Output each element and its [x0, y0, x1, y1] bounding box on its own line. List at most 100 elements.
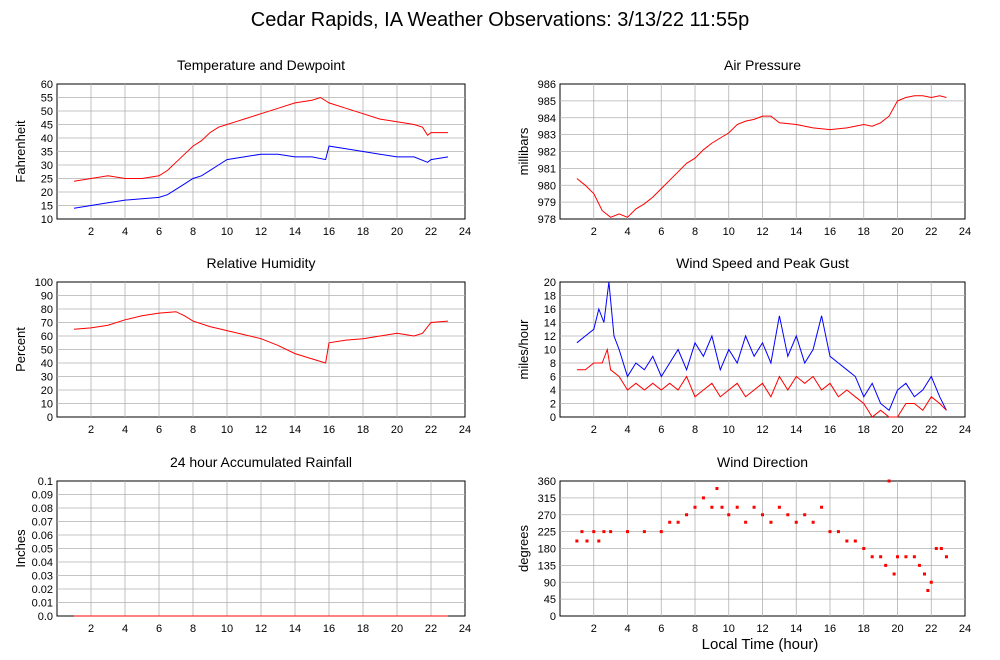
x-tick-label: 10 — [221, 226, 233, 238]
x-tick-label: 16 — [824, 424, 836, 436]
x-tick-label: 16 — [323, 424, 335, 436]
x-tick-label: 20 — [891, 226, 903, 238]
y-axis-label: Fahrenheit — [13, 120, 28, 183]
x-tick-label: 18 — [858, 424, 870, 436]
y-tick-label: 10 — [41, 214, 53, 226]
x-tick-label: 2 — [88, 623, 94, 635]
scatter-point — [735, 505, 739, 509]
y-tick-label: 10 — [41, 399, 53, 411]
x-tick-label: 24 — [959, 424, 971, 436]
scatter-point — [887, 479, 891, 483]
scatter-point — [710, 505, 714, 509]
scatter-point — [803, 513, 807, 517]
x-tick-label: 2 — [591, 424, 597, 436]
chart-wdir: 2 4 6 8 10 12 14 16 18 20 22 2404590135180225270315… — [516, 454, 971, 635]
y-tick-label: 0.0 — [38, 611, 53, 623]
x-tick-label: 8 — [692, 226, 698, 238]
x-tick-label: 22 — [425, 424, 437, 436]
x-tick-label: 12 — [255, 424, 267, 436]
x-tick-label: 18 — [858, 226, 870, 238]
x-tick-label: 8 — [190, 424, 196, 436]
scatter-point — [626, 530, 629, 534]
scatter-point — [715, 487, 719, 490]
scatter-point — [879, 555, 883, 559]
x-tick-label: 4 — [122, 226, 128, 238]
scatter-point — [693, 505, 697, 509]
x-tick-label: 2 — [591, 623, 597, 635]
x-tick-label: 24 — [959, 623, 971, 635]
x-tick-label: 16 — [323, 623, 335, 635]
scatter-point — [923, 572, 926, 576]
scatter-point — [896, 555, 899, 559]
y-tick-label: 50 — [41, 106, 53, 118]
x-tick-label: 4 — [122, 623, 128, 635]
y-tick-label: 0.09 — [32, 490, 53, 502]
y-tick-label: 60 — [41, 79, 53, 91]
scatter-point — [580, 530, 584, 534]
x-tick-label: 4 — [624, 623, 630, 635]
chart-title: Air Pressure — [724, 57, 801, 73]
scatter-point — [592, 530, 596, 534]
scatter-point — [597, 539, 601, 543]
scatter-point — [862, 547, 866, 550]
y-tick-label: 25 — [41, 174, 53, 186]
y-tick-label: 12 — [544, 331, 556, 343]
y-tick-label: 4 — [550, 385, 556, 397]
y-tick-label: 90 — [544, 577, 556, 589]
scatter-point — [761, 513, 764, 517]
scatter-point — [668, 520, 672, 524]
y-tick-label: 16 — [544, 304, 556, 316]
x-tick-label: 24 — [459, 623, 471, 635]
y-tick-label: 981 — [538, 163, 556, 175]
x-tick-label: 24 — [459, 226, 471, 238]
scatter-point — [602, 530, 606, 534]
x-tick-label: 20 — [391, 623, 403, 635]
x-tick-label: 22 — [925, 623, 937, 635]
x-tick-label: 20 — [891, 623, 903, 635]
x-tick-label: 6 — [658, 226, 664, 238]
y-tick-label: 0.1 — [38, 476, 53, 488]
scatter-point — [845, 539, 849, 543]
x-tick-label: 2 — [88, 424, 94, 436]
x-tick-label: 16 — [824, 623, 836, 635]
scatter-point — [836, 530, 840, 534]
x-tick-label: 14 — [289, 226, 301, 238]
x-tick-label: 22 — [425, 226, 437, 238]
x-tick-label: 8 — [692, 623, 698, 635]
x-tick-label: 14 — [790, 623, 802, 635]
y-tick-label: 315 — [538, 493, 556, 505]
y-tick-label: 90 — [41, 291, 53, 303]
x-tick-label: 12 — [756, 226, 768, 238]
y-tick-label: 0.02 — [32, 584, 53, 596]
x-tick-label: 14 — [289, 623, 301, 635]
x-tick-label: 22 — [925, 424, 937, 436]
x-tick-label: 16 — [323, 226, 335, 238]
chart-title: Wind Direction — [717, 454, 808, 470]
y-tick-label: 979 — [538, 197, 556, 209]
x-tick-label: 16 — [824, 226, 836, 238]
x-tick-label: 8 — [190, 623, 196, 635]
x-tick-label: 2 — [88, 226, 94, 238]
x-tick-label: 4 — [122, 424, 128, 436]
chart-title: 24 hour Accumulated Rainfall — [170, 454, 352, 470]
scatter-point — [744, 520, 748, 524]
y-tick-label: 8 — [550, 358, 556, 370]
scatter-point — [769, 520, 773, 524]
series-line-0 — [576, 281, 947, 412]
y-tick-label: 100 — [35, 277, 53, 289]
y-tick-label: 0.01 — [32, 598, 53, 610]
x-tick-label: 12 — [756, 623, 768, 635]
y-tick-label: 2 — [550, 399, 556, 411]
scatter-point — [870, 555, 874, 559]
x-tick-label: 10 — [221, 623, 233, 635]
scatter-point — [786, 513, 790, 517]
x-tick-label: 22 — [925, 226, 937, 238]
y-tick-label: 0.06 — [32, 530, 53, 542]
x-tick-label: 12 — [255, 226, 267, 238]
x-tick-label: 14 — [790, 226, 802, 238]
y-tick-label: 980 — [538, 180, 556, 192]
y-tick-label: 986 — [538, 79, 556, 91]
y-tick-label: 982 — [538, 147, 556, 159]
